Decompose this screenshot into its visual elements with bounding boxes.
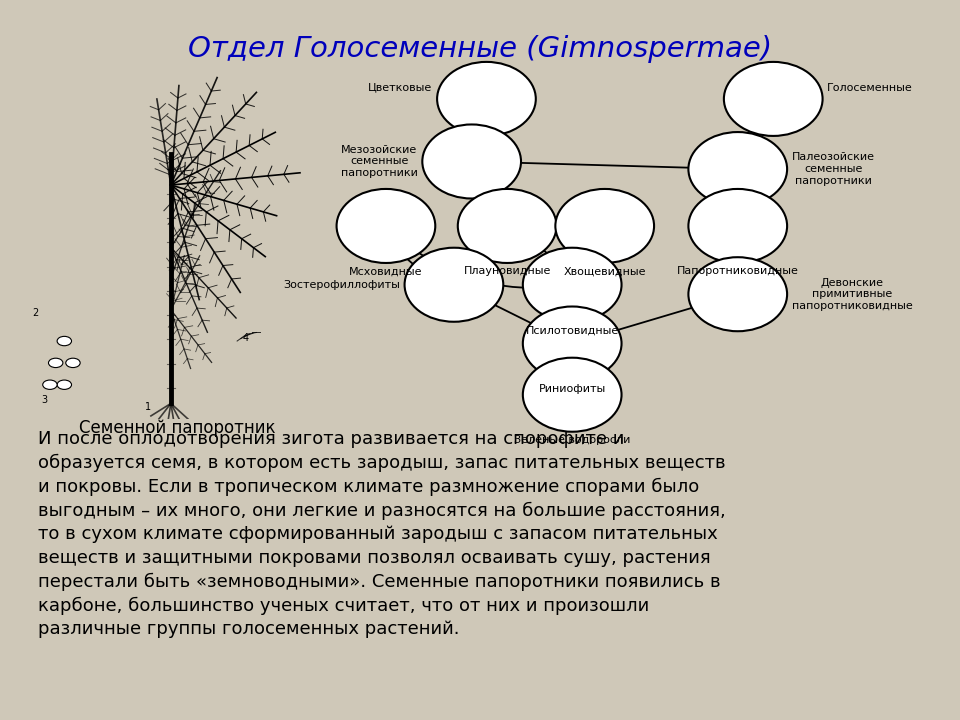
Circle shape	[523, 358, 621, 432]
Circle shape	[555, 189, 654, 263]
Ellipse shape	[65, 359, 80, 368]
Circle shape	[523, 248, 621, 322]
Text: 3: 3	[41, 395, 47, 405]
Text: Плауновидные: Плауновидные	[464, 266, 551, 276]
Circle shape	[688, 257, 787, 331]
Text: Мсховидные: Мсховидные	[349, 266, 422, 276]
Text: Зостерофиллофиты: Зостерофиллофиты	[283, 280, 400, 289]
Ellipse shape	[48, 359, 63, 368]
Text: Семенной папоротник: Семенной папоротник	[79, 419, 276, 437]
Ellipse shape	[58, 336, 72, 346]
Text: Мезозойские
семенные
папоротники: Мезозойские семенные папоротники	[341, 145, 418, 178]
Text: Цветковые: Цветковые	[369, 83, 432, 93]
Text: Отдел Голосеменные (Gimnospermae): Отдел Голосеменные (Gimnospermae)	[188, 35, 772, 63]
Circle shape	[422, 125, 521, 199]
Circle shape	[724, 62, 823, 136]
Text: Псилотовидные: Псилотовидные	[525, 325, 619, 336]
Text: 1: 1	[145, 402, 151, 412]
Circle shape	[404, 248, 503, 322]
Circle shape	[337, 189, 435, 263]
Circle shape	[688, 189, 787, 263]
Circle shape	[688, 132, 787, 206]
Circle shape	[437, 62, 536, 136]
Text: Хвощевидные: Хвощевидные	[564, 266, 646, 276]
Text: Риниофиты: Риниофиты	[539, 384, 606, 394]
Circle shape	[523, 307, 621, 381]
Text: Папоротниковидные: Папоротниковидные	[677, 266, 799, 276]
Text: 4: 4	[243, 333, 249, 343]
Text: Палеозойские
семенные
папоротники: Палеозойские семенные папоротники	[792, 153, 875, 186]
Ellipse shape	[58, 380, 72, 390]
Ellipse shape	[42, 380, 58, 390]
Text: Зеленые водоросли: Зеленые водоросли	[514, 435, 631, 445]
Text: 2: 2	[33, 308, 38, 318]
Circle shape	[458, 189, 557, 263]
Text: Голосеменные: Голосеменные	[828, 83, 913, 93]
Text: Девонские
примитивные
папоротниковидные: Девонские примитивные папоротниковидные	[792, 278, 913, 311]
Text: И после оплодотворения зигота развивается на спорофите и
образуется семя, в кото: И после оплодотворения зигота развиваетс…	[37, 430, 726, 639]
